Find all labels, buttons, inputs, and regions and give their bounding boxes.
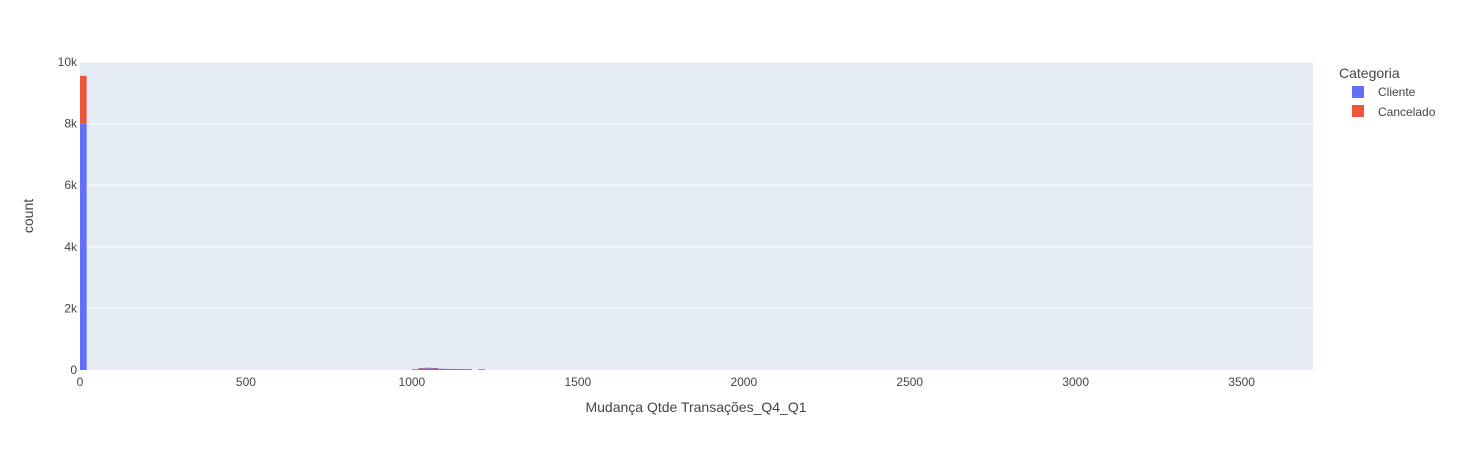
y-axis-title: count: [20, 199, 36, 233]
legend-label-cancelado: Cancelado: [1378, 105, 1436, 119]
y-tick-label: 8k: [64, 117, 78, 131]
bar-cliente[interactable]: [80, 123, 87, 370]
bar-cliente[interactable]: [445, 368, 452, 370]
x-tick-label: 2000: [730, 375, 757, 389]
bar-cliente[interactable]: [438, 368, 446, 370]
x-axis-ticks: 0 500 1000 1500 2000 2500 3000 3500: [77, 375, 1256, 389]
bars: [80, 75, 485, 370]
y-axis-ticks: 0 2k 4k 6k 8k 10k: [58, 55, 78, 377]
bar-cancelado[interactable]: [431, 367, 439, 369]
y-tick-label: 4k: [64, 240, 78, 254]
x-tick-label: 1500: [564, 375, 591, 389]
plot-background: [80, 62, 1313, 370]
y-tick-label: 6k: [64, 178, 78, 192]
legend-swatch-cliente: [1352, 86, 1364, 98]
legend-label-cliente: Cliente: [1378, 85, 1416, 99]
bar-cancelado[interactable]: [425, 367, 432, 369]
bar-cliente[interactable]: [458, 369, 466, 370]
legend-item-cancelado[interactable]: Cancelado: [1352, 105, 1436, 119]
x-tick-label: 3000: [1062, 375, 1089, 389]
bar-cliente[interactable]: [418, 368, 426, 370]
legend-item-cliente[interactable]: Cliente: [1352, 85, 1416, 99]
legend-title: Categoria: [1339, 65, 1400, 81]
bar-cancelado[interactable]: [478, 369, 485, 370]
y-tick-label: 0: [70, 363, 77, 377]
x-tick-label: 1000: [399, 375, 426, 389]
bar-cancelado[interactable]: [418, 368, 426, 369]
x-tick-label: 0: [77, 375, 84, 389]
bar-cliente[interactable]: [431, 368, 439, 370]
grid-lines: [80, 61, 1313, 309]
y-tick-label: 2k: [64, 301, 78, 315]
y-tick-label: 10k: [58, 55, 78, 69]
bar-cliente[interactable]: [451, 369, 459, 370]
legend-swatch-cancelado: [1352, 105, 1364, 117]
bar-cliente[interactable]: [425, 368, 432, 370]
bar-cliente[interactable]: [411, 369, 419, 370]
x-axis-title: Mudança Qtde Transações_Q4_Q1: [585, 399, 806, 415]
x-tick-label: 3500: [1228, 375, 1255, 389]
bar-cancelado[interactable]: [80, 75, 87, 124]
x-tick-label: 500: [236, 375, 256, 389]
x-tick-label: 2500: [896, 375, 923, 389]
legend: Categoria Cliente Cancelado: [1339, 65, 1436, 119]
bar-cliente[interactable]: [465, 369, 472, 370]
